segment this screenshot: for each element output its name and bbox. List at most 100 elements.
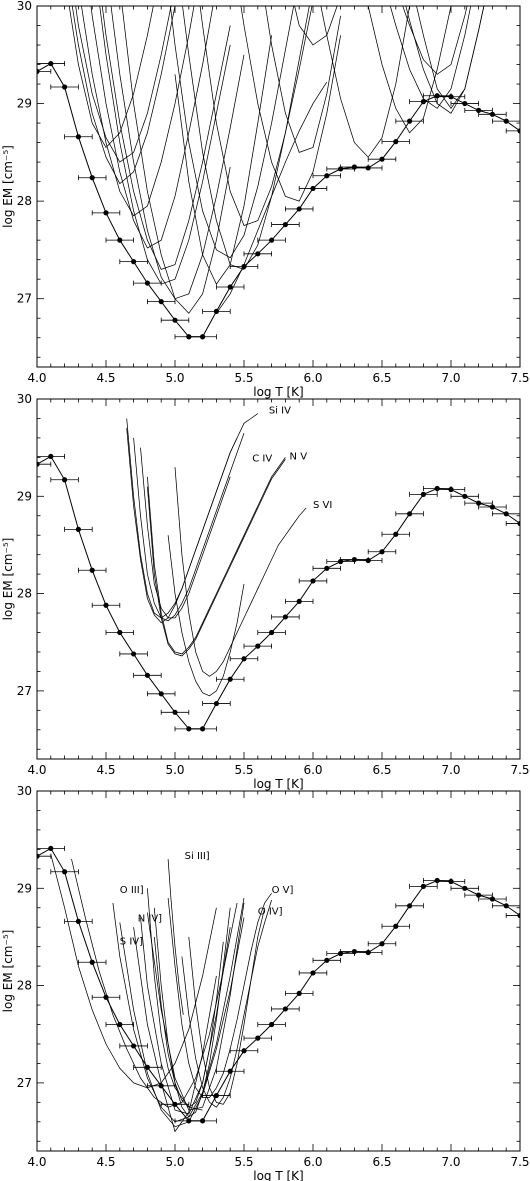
dem-point (310, 970, 316, 976)
axes-frame (36, 398, 521, 760)
dem-point (200, 1118, 206, 1124)
dem-point (503, 903, 509, 909)
ion-label: C IV (252, 453, 272, 464)
dem-point (393, 923, 399, 929)
dem-point (379, 549, 385, 555)
dem-point (420, 883, 426, 889)
em-loci-curve (182, 6, 310, 270)
dem-point (296, 990, 302, 996)
dem-point (296, 598, 302, 604)
dem-point (517, 128, 520, 134)
dem-point (75, 918, 81, 924)
dem-point (393, 139, 399, 145)
x-tick-label: 4.5 (96, 371, 115, 385)
dem-point (269, 1021, 275, 1028)
em-loci-curve (133, 432, 245, 622)
dem-point (282, 1006, 288, 1012)
em-loci-curve (402, 6, 468, 75)
dem-point (241, 263, 247, 270)
x-tick-label: 5.5 (234, 763, 253, 777)
x-tick-label: 7.5 (510, 371, 529, 385)
em-loci-curve (71, 859, 238, 1108)
ion-label: Si III] (185, 851, 210, 862)
dem-point (310, 578, 316, 584)
y-tick-label: 28 (17, 194, 32, 208)
dem-point (503, 118, 509, 124)
x-tick-label: 4.0 (27, 1155, 46, 1169)
dem-point (296, 206, 302, 212)
y-tick-label: 29 (17, 881, 32, 895)
x-tick-label: 4.0 (27, 763, 46, 777)
dem-point (324, 173, 330, 179)
dem-point (462, 885, 468, 891)
dem-point (476, 892, 482, 898)
dem-point (75, 134, 81, 140)
x-tick-label: 5.5 (234, 1155, 253, 1169)
dem-point (131, 1043, 137, 1049)
dem-point (407, 511, 413, 517)
y-axis-title: log EM [cm⁻⁵] (1, 145, 15, 228)
dem-point (117, 237, 123, 243)
em-loci-curve (99, 6, 231, 285)
em-loci-curve (153, 936, 224, 1108)
dem-point (269, 237, 275, 243)
dem-point (103, 994, 109, 1000)
em-loci-curve (167, 535, 245, 697)
dem-point (172, 317, 178, 323)
y-tick-label: 30 (17, 0, 32, 13)
ion-label: N V (290, 451, 308, 462)
x-tick-label: 6.0 (303, 1155, 322, 1169)
x-tick-label: 6.5 (372, 763, 391, 777)
dem-point (48, 453, 54, 460)
panel-middle: 4.0 4.5 5.0 5.5 6.0 6.5 7.0 7.5 27 28 29 30 log T [K… (1, 392, 530, 791)
dem-point (89, 959, 95, 965)
em-loci-curve (265, 6, 341, 153)
dem-point (462, 493, 468, 499)
em-loci-curve (389, 6, 472, 109)
em-loci-curve (170, 6, 295, 259)
x-tick-label: 6.5 (372, 371, 391, 385)
em-loci-curve (101, 6, 231, 270)
dem-point (503, 511, 509, 517)
dem-point (476, 500, 482, 506)
dem-point (517, 912, 520, 919)
x-tick-label: 4.5 (96, 1155, 115, 1169)
dem-point (213, 700, 219, 707)
y-tick-label: 27 (17, 292, 32, 306)
ion-label: O IV] (258, 907, 283, 918)
dem-point (489, 896, 495, 902)
y-tick-label: 30 (17, 392, 32, 406)
x-tick-label: 4.5 (96, 763, 115, 777)
em-loci-curve (121, 6, 231, 314)
dem-point (227, 284, 233, 290)
dem-point (489, 111, 495, 117)
dem-point (241, 656, 247, 662)
dem-point (282, 221, 288, 228)
em-loci-curve (68, 6, 154, 149)
dem-point (407, 118, 413, 124)
dem-point (448, 486, 454, 493)
dem-point (62, 477, 68, 483)
dem-point (365, 949, 371, 956)
dem-point (117, 629, 123, 636)
dem-point (48, 845, 54, 852)
em-loci-curve (75, 6, 172, 163)
em-loci-curve (188, 907, 266, 1105)
dem-point (89, 175, 95, 181)
dem-point (172, 1101, 178, 1107)
dem-point (324, 957, 330, 963)
ion-label: O III] (120, 885, 144, 896)
plot-area (37, 845, 520, 1133)
plot-area (37, 413, 520, 732)
y-axis-title: log EM [cm⁻⁵] (1, 538, 15, 621)
dem-point (448, 878, 454, 885)
em-loci-curve (147, 457, 286, 655)
dem-point (476, 107, 482, 113)
dem-point (144, 672, 150, 678)
dem-point (62, 869, 68, 875)
dem-point (213, 1092, 219, 1099)
dem-point (227, 676, 233, 682)
em-loci-curve (181, 899, 272, 1108)
ion-label: N IV] (138, 913, 162, 924)
